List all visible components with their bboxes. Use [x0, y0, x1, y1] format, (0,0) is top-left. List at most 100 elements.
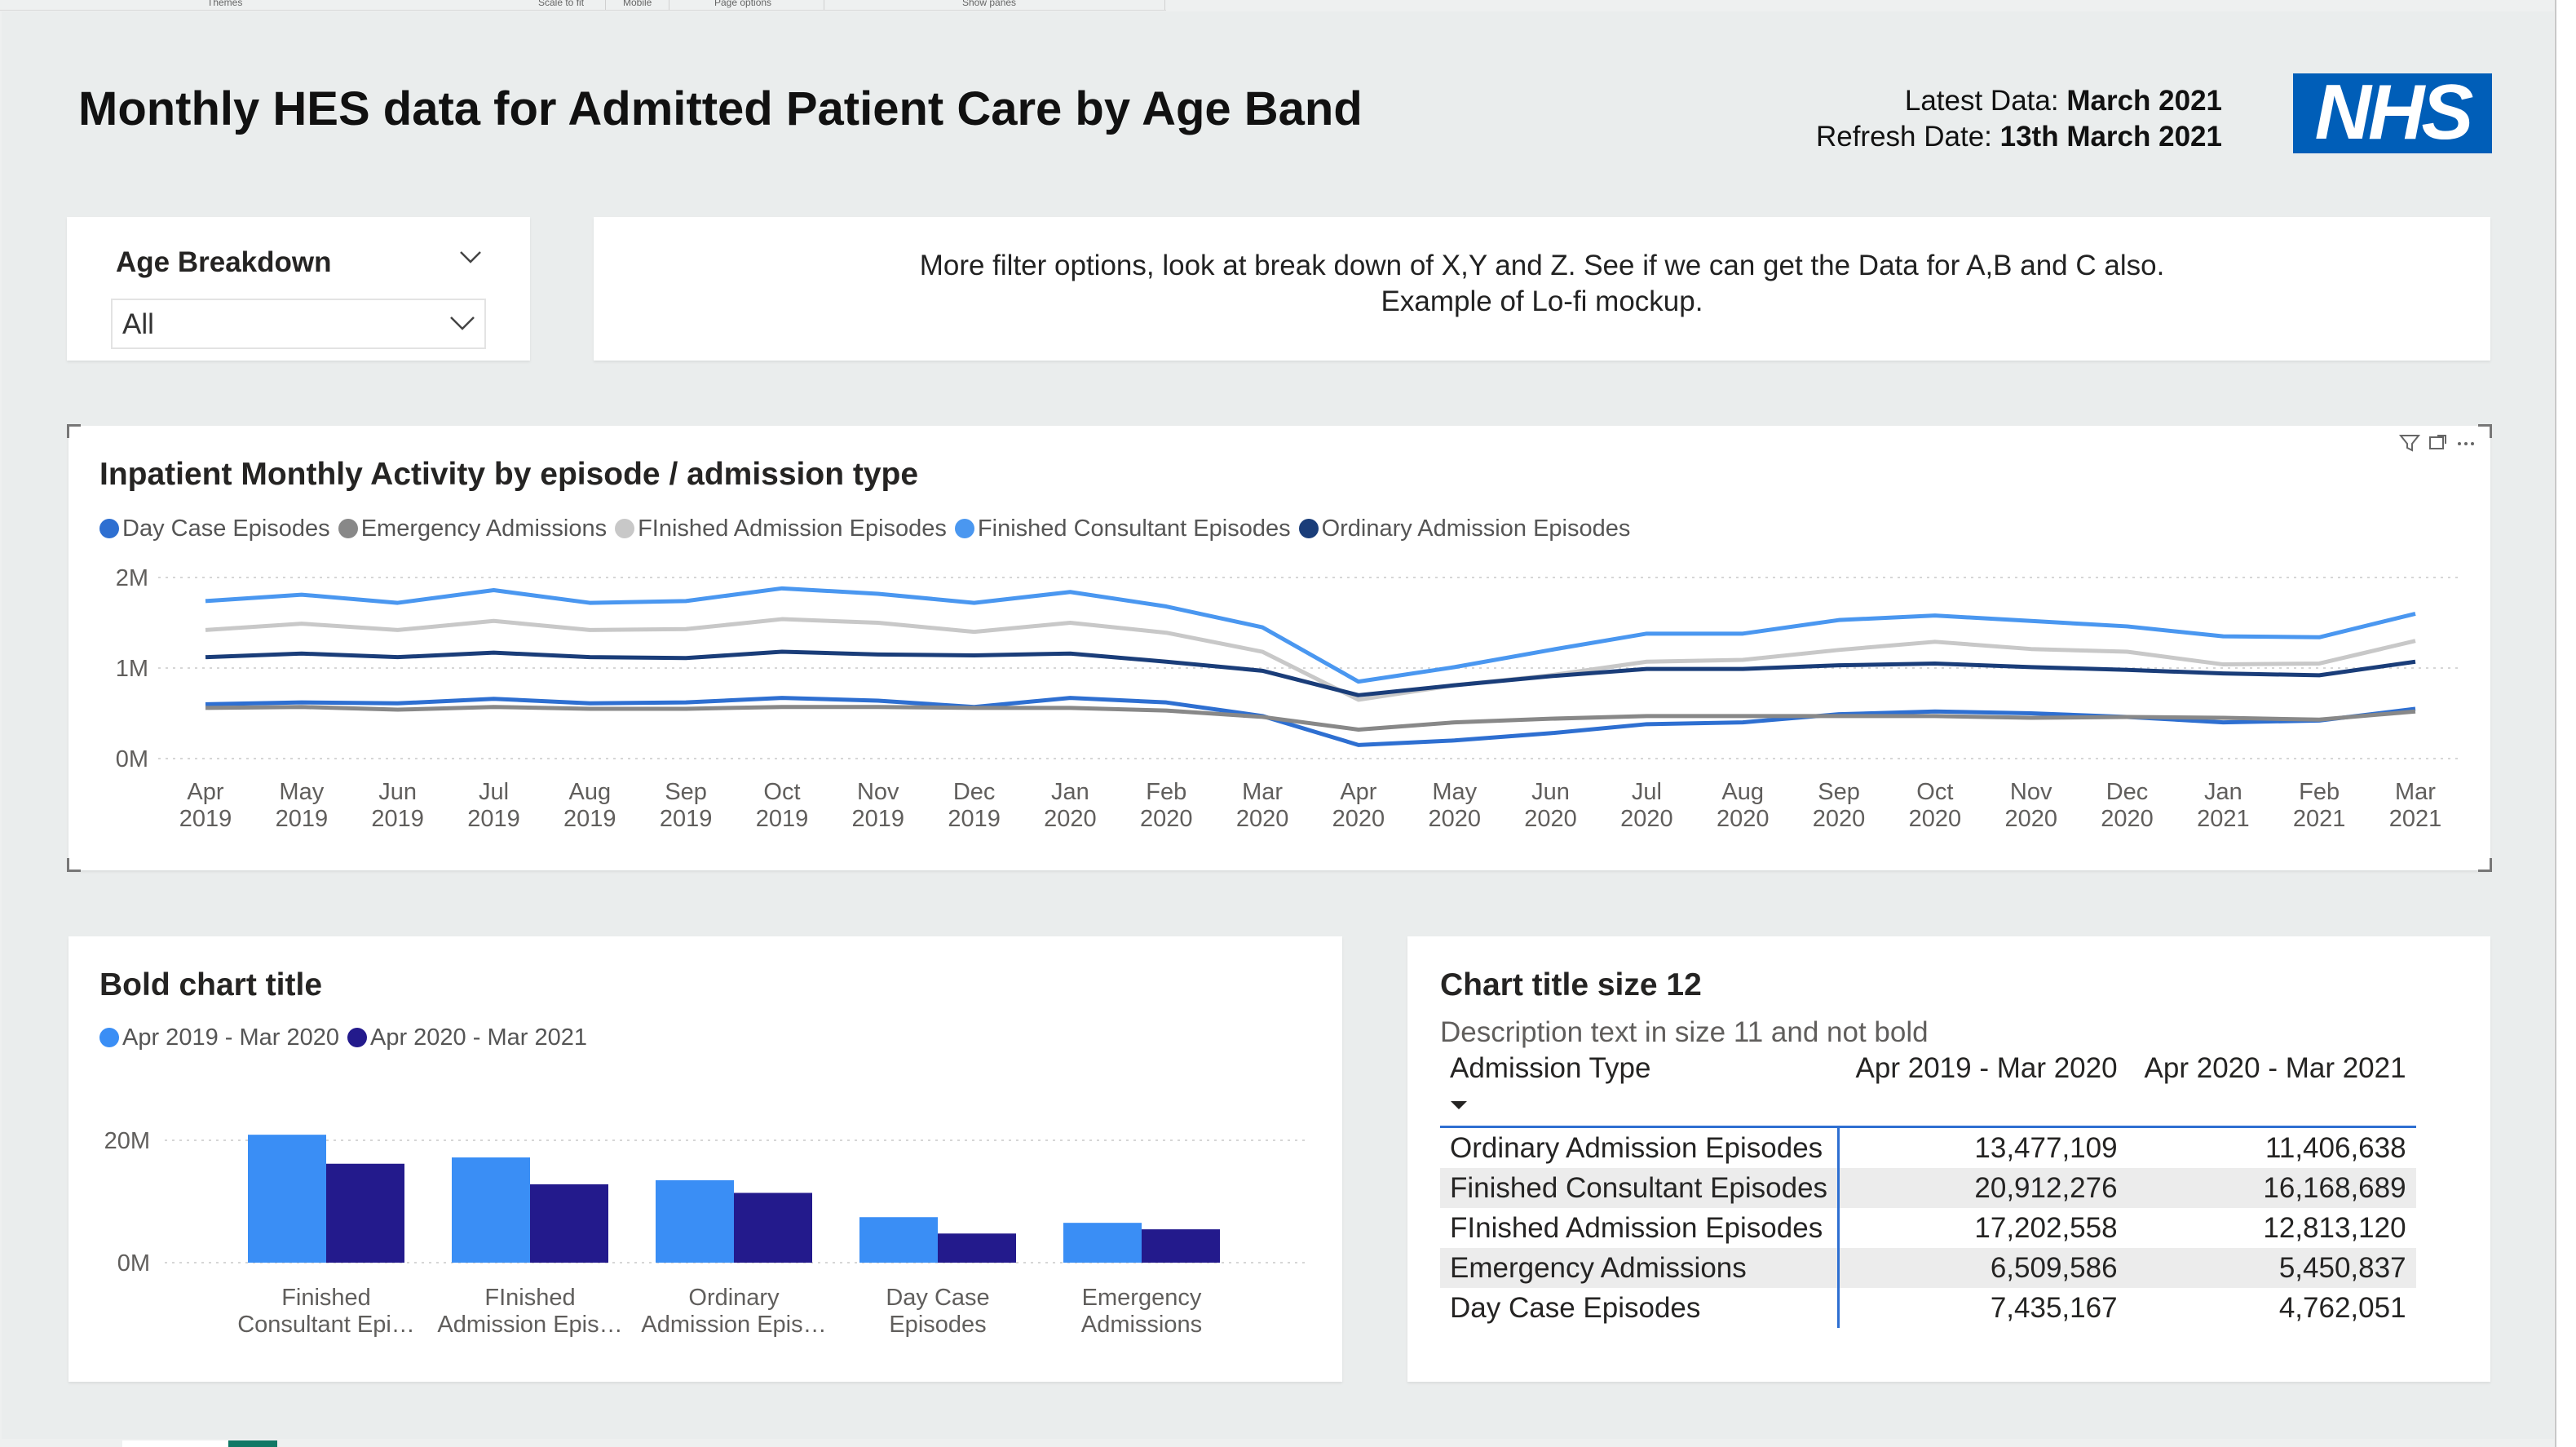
line-legend-item[interactable]: Emergency Admissions — [338, 516, 607, 542]
x-tick-label: FInished Admission Epis… — [437, 1285, 622, 1338]
latest-label: Latest Data: — [1904, 85, 2059, 117]
age-breakdown-slicer[interactable]: Age Breakdown All — [67, 217, 530, 361]
legend-dot — [347, 1028, 367, 1047]
column-header-label: Admission Type — [1450, 1052, 1651, 1084]
ribbon-label-themes[interactable]: Themes — [207, 0, 243, 8]
x-tick-label: Emergency Admissions — [1081, 1285, 1202, 1338]
table-row[interactable]: Ordinary Admission Episodes 13,477,109 1… — [1440, 1126, 2416, 1168]
column-header-admission-type[interactable]: Admission Type — [1440, 1052, 1839, 1127]
refresh-value: 13th March 2021 — [1999, 121, 2222, 153]
bar-legend-item[interactable]: Apr 2020 - Mar 2021 — [347, 1024, 587, 1051]
admissions-table: Admission Type Apr 2019 - Mar 2020 Apr 2… — [1440, 1052, 2416, 1328]
ribbon-strip: Themes Scale to fit Mobile Page options … — [0, 0, 1166, 11]
series-line[interactable] — [205, 649, 2416, 697]
x-tick-label: Jan 2020 — [1044, 779, 1097, 832]
x-tick-label: Jul 2020 — [1620, 779, 1673, 832]
table-row[interactable]: Day Case Episodes 7,435,167 4,762,051 — [1440, 1288, 2416, 1328]
x-tick-label: Sep 2020 — [1813, 779, 1866, 832]
cell-value: 13,477,109 — [1838, 1126, 2128, 1168]
line-chart-card[interactable]: Inpatient Monthly Activity by episode / … — [67, 424, 2492, 872]
cell-value: 6,509,586 — [1838, 1248, 2128, 1288]
line-chart-plot: 0M 1M 2M Apr 2019 May 2019 Jun 2019 Jul 2019 Aug 201… — [116, 565, 2458, 832]
x-tick-label: Sep 2019 — [660, 779, 713, 832]
x-tick-label: Oct 2020 — [1909, 779, 1962, 832]
series-line[interactable] — [205, 617, 2416, 702]
focus-mode-icon[interactable] — [2426, 432, 2449, 454]
age-breakdown-dropdown[interactable]: All — [111, 299, 486, 349]
series-line[interactable] — [205, 696, 2416, 747]
table-row[interactable]: Emergency Admissions 6,509,586 5,450,837 — [1440, 1248, 2416, 1288]
ribbon-label-mobile[interactable]: Mobile — [623, 0, 652, 8]
note-text: More filter options, look at break down … — [594, 248, 2490, 320]
row-label: Emergency Admissions — [1440, 1248, 1840, 1288]
slicer-selected-value: All — [122, 308, 154, 340]
x-tick-label: Apr 2019 — [179, 779, 232, 832]
ribbon-label-show-panes[interactable]: Show panes — [962, 0, 1017, 8]
page-tab[interactable] — [122, 1440, 228, 1447]
bar[interactable] — [938, 1233, 1016, 1263]
legend-dot — [954, 519, 974, 538]
bar[interactable] — [1142, 1229, 1220, 1263]
bar-legend-item[interactable]: Apr 2019 - Mar 2020 — [99, 1024, 339, 1051]
row-label: FInished Admission Episodes — [1440, 1208, 1840, 1248]
line-legend-item[interactable]: Finished Consultant Episodes — [954, 516, 1291, 542]
refresh-label: Refresh Date: — [1815, 121, 1992, 153]
matrix-title: Chart title size 12 — [1440, 967, 1702, 1002]
bar[interactable] — [530, 1184, 608, 1263]
note-textbox: More filter options, look at break down … — [594, 217, 2490, 361]
x-tick-label: Mar 2021 — [2389, 779, 2442, 832]
legend-label: FInished Admission Episodes — [638, 516, 947, 542]
line-legend-item[interactable]: FInished Admission Episodes — [615, 516, 947, 542]
x-tick-label: Jan 2021 — [2197, 779, 2250, 832]
legend-dot — [99, 519, 119, 538]
bar[interactable] — [326, 1163, 404, 1263]
line-chart-legend: Day Case Episodes Emergency Admissions FIn… — [99, 516, 1638, 542]
legend-dot — [1298, 519, 1319, 538]
bar[interactable] — [859, 1217, 938, 1263]
series-line[interactable] — [205, 586, 2416, 684]
bar[interactable] — [452, 1157, 530, 1263]
x-tick-label: Aug 2019 — [563, 779, 616, 832]
scroll-edge[interactable] — [2555, 0, 2576, 1447]
dropdown-arrow-icon[interactable] — [448, 315, 476, 335]
bar-chart-title: Bold chart title — [99, 967, 323, 1002]
series-line[interactable] — [205, 705, 2416, 732]
x-tick-label: Nov 2020 — [2004, 779, 2057, 832]
note-line-1: More filter options, look at break down … — [919, 250, 2165, 281]
legend-label: Apr 2019 - Mar 2020 — [122, 1024, 339, 1051]
y-tick-label: 0M — [117, 1250, 150, 1277]
ribbon-label-page-options[interactable]: Page options — [714, 0, 772, 8]
data-dates: Latest Data: March 2021 Refresh Date: 13… — [1816, 83, 2222, 155]
page-tab-active[interactable] — [228, 1440, 277, 1447]
more-options-icon[interactable] — [2454, 432, 2477, 454]
bar[interactable] — [656, 1179, 734, 1263]
bar[interactable] — [248, 1135, 326, 1263]
legend-label: Finished Consultant Episodes — [977, 516, 1291, 542]
line-legend-item[interactable]: Ordinary Admission Episodes — [1298, 516, 1630, 542]
line-legend-item[interactable]: Day Case Episodes — [99, 516, 330, 542]
table-row[interactable]: Finished Consultant Episodes 20,912,276 … — [1440, 1168, 2416, 1208]
x-tick-label: Apr 2020 — [1332, 779, 1385, 832]
chevron-down-icon[interactable] — [458, 250, 483, 268]
x-tick-label: Dec 2020 — [2101, 779, 2154, 832]
column-header-2019[interactable]: Apr 2019 - Mar 2020 — [1855, 1052, 2118, 1084]
ribbon-label-scale[interactable]: Scale to fit — [538, 0, 585, 8]
bar-chart-card[interactable]: Bold chart title Apr 2019 - Mar 2020 Apr … — [68, 936, 1342, 1382]
bar[interactable] — [734, 1193, 812, 1263]
row-label: Day Case Episodes — [1440, 1288, 1840, 1328]
legend-label: Day Case Episodes — [122, 516, 330, 542]
bar[interactable] — [1063, 1223, 1142, 1263]
column-header-2020[interactable]: Apr 2020 - Mar 2021 — [2144, 1052, 2406, 1084]
bar-chart-legend: Apr 2019 - Mar 2020 Apr 2020 - Mar 2021 — [99, 1024, 595, 1051]
nhs-logo: NHS — [2293, 73, 2492, 153]
y-tick-label: 20M — [104, 1128, 150, 1154]
table-row[interactable]: FInished Admission Episodes 17,202,558 1… — [1440, 1208, 2416, 1248]
page-title: Monthly HES data for Admitted Patient Ca… — [78, 82, 1363, 135]
matrix-card[interactable]: Chart title size 12 Description text in … — [1407, 936, 2490, 1382]
x-tick-label: Dec 2019 — [948, 779, 1001, 832]
x-tick-label: Aug 2020 — [1717, 779, 1770, 832]
filter-icon[interactable] — [2398, 432, 2421, 454]
x-tick-label: May 2019 — [276, 779, 329, 832]
x-tick-label: Oct 2019 — [756, 779, 809, 832]
sort-desc-icon[interactable] — [1450, 1085, 1829, 1117]
